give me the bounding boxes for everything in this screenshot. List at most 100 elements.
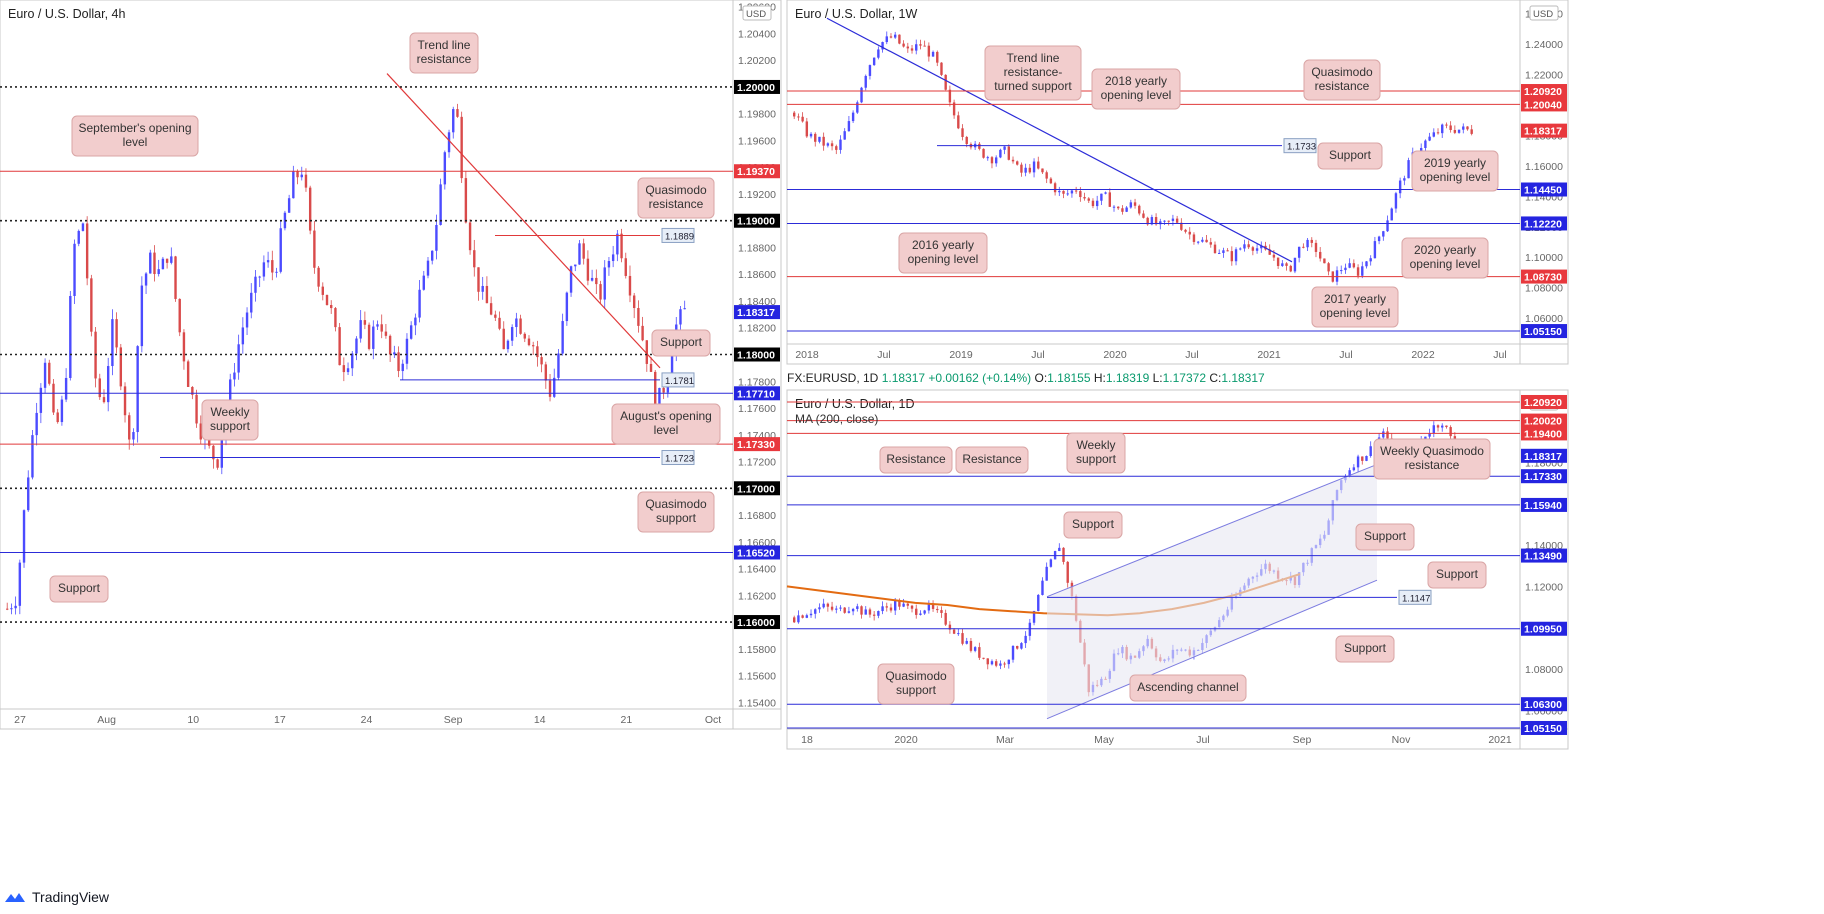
candle-body: [1377, 236, 1381, 242]
candle-body: [388, 335, 392, 355]
candle-body: [178, 298, 181, 333]
candle-body: [1462, 126, 1465, 130]
candle-body: [902, 43, 905, 47]
annotation-support-d2: [1355, 523, 1415, 551]
annotation-text: Support: [1436, 567, 1479, 581]
candle-body: [553, 377, 556, 397]
candle-body: [262, 262, 266, 277]
candle-body: [835, 146, 838, 150]
candle-body: [607, 261, 611, 268]
y-tick-label: 1.16400: [738, 564, 776, 576]
level-tag-label: 1.1733: [1287, 142, 1316, 153]
candle-body: [793, 112, 796, 117]
candle-body: [279, 228, 282, 272]
candle-body: [1037, 161, 1040, 169]
annotation-text: 2017 yearly: [1324, 292, 1386, 306]
ascending-channel-fill: [1047, 464, 1377, 719]
candle-body: [1361, 266, 1364, 276]
candle-body: [1070, 190, 1074, 194]
candle-body: [1373, 241, 1377, 259]
price-label: 1.18000: [737, 350, 775, 362]
candle-body: [439, 184, 442, 225]
candle-body: [1230, 251, 1234, 262]
candle-body: [98, 378, 101, 398]
annotation-text: Trend line: [418, 38, 471, 52]
candle-body: [342, 365, 346, 373]
candle-body: [860, 87, 863, 103]
annotation-support-d1: [1063, 511, 1123, 539]
candle-body: [662, 387, 665, 393]
candle-body: [1453, 130, 1457, 133]
footer[interactable]: TradingView: [4, 888, 109, 906]
candle-body: [645, 340, 649, 364]
legend-part: 1.18319: [1106, 371, 1153, 385]
price-label: 1.19400: [1524, 428, 1562, 440]
annotation-text: Support: [1072, 517, 1115, 531]
price-label: 1.17000: [737, 483, 775, 495]
candle-body: [144, 273, 148, 286]
legend-part: 1.18317: [1221, 371, 1265, 385]
candle-body: [1432, 132, 1436, 137]
candle-body: [1344, 267, 1347, 271]
candle-body: [994, 661, 998, 666]
candle-body: [940, 610, 943, 613]
candle-body: [893, 34, 897, 38]
candle-body: [6, 608, 9, 610]
legend-part: FX:EURUSD, 1D: [787, 371, 882, 385]
candle-body: [73, 243, 76, 296]
candle-body: [1024, 167, 1027, 173]
daily-legend: FX:EURUSD, 1D 1.18317 +0.00162 (+0.14%) …: [787, 371, 1265, 385]
candle-body: [923, 610, 926, 614]
candle-body: [906, 46, 910, 49]
annotation-text: resistance: [649, 197, 704, 211]
candle-body: [1016, 161, 1019, 165]
y-tick-label: 1.19600: [738, 135, 776, 147]
candle-body: [872, 57, 876, 66]
candle-body: [1285, 263, 1288, 266]
price-label: 1.09950: [1524, 624, 1562, 636]
candle-body: [195, 394, 198, 424]
y-tick-label: 1.08000: [1525, 664, 1563, 676]
candle-body: [510, 327, 514, 341]
price-label: 1.16000: [737, 617, 775, 629]
level-tag: [661, 227, 695, 243]
level-tag: [661, 372, 695, 388]
candle-body: [1041, 580, 1044, 595]
candle-body: [814, 133, 817, 142]
candle-body: [1297, 246, 1301, 258]
candle-body: [1045, 566, 1048, 581]
candle-body: [43, 362, 47, 388]
candle-body: [801, 116, 804, 122]
annotation-weekly-quasimodo: [1373, 438, 1491, 480]
candle-body: [405, 338, 409, 364]
price-label: 1.20920: [1524, 86, 1562, 98]
price-label-box: [1521, 182, 1567, 197]
y-tick-label: 1.08000: [1525, 283, 1563, 295]
x-tick-label: Jul: [1493, 349, 1506, 361]
candle-body: [355, 338, 358, 354]
price-label: 1.18317: [737, 307, 775, 319]
candle-body: [856, 102, 859, 113]
x-tick-label: 2021: [1488, 734, 1512, 746]
y-tick-label: 1.18800: [738, 242, 776, 254]
candle-body: [254, 276, 257, 293]
candle-body: [1213, 244, 1217, 254]
candle-body: [18, 562, 22, 606]
candle-body: [1045, 172, 1048, 179]
candle-body: [620, 233, 623, 259]
candle-body: [936, 608, 939, 611]
candle-body: [919, 613, 922, 615]
y-tick-label: 1.12000: [1525, 581, 1563, 593]
candle-body: [456, 109, 459, 117]
price-label-box: [1521, 394, 1567, 409]
candle-body: [1104, 192, 1107, 194]
annotation-september-opening: [71, 115, 199, 157]
annotation-text: 2018 yearly: [1105, 74, 1167, 88]
candle-body: [1449, 125, 1452, 131]
price-label: 1.06300: [1524, 699, 1562, 711]
candle-body: [1028, 167, 1032, 173]
candle-body: [1432, 425, 1436, 434]
candle-body: [393, 352, 396, 355]
candle-body: [153, 252, 156, 275]
candle-body: [1239, 248, 1242, 250]
